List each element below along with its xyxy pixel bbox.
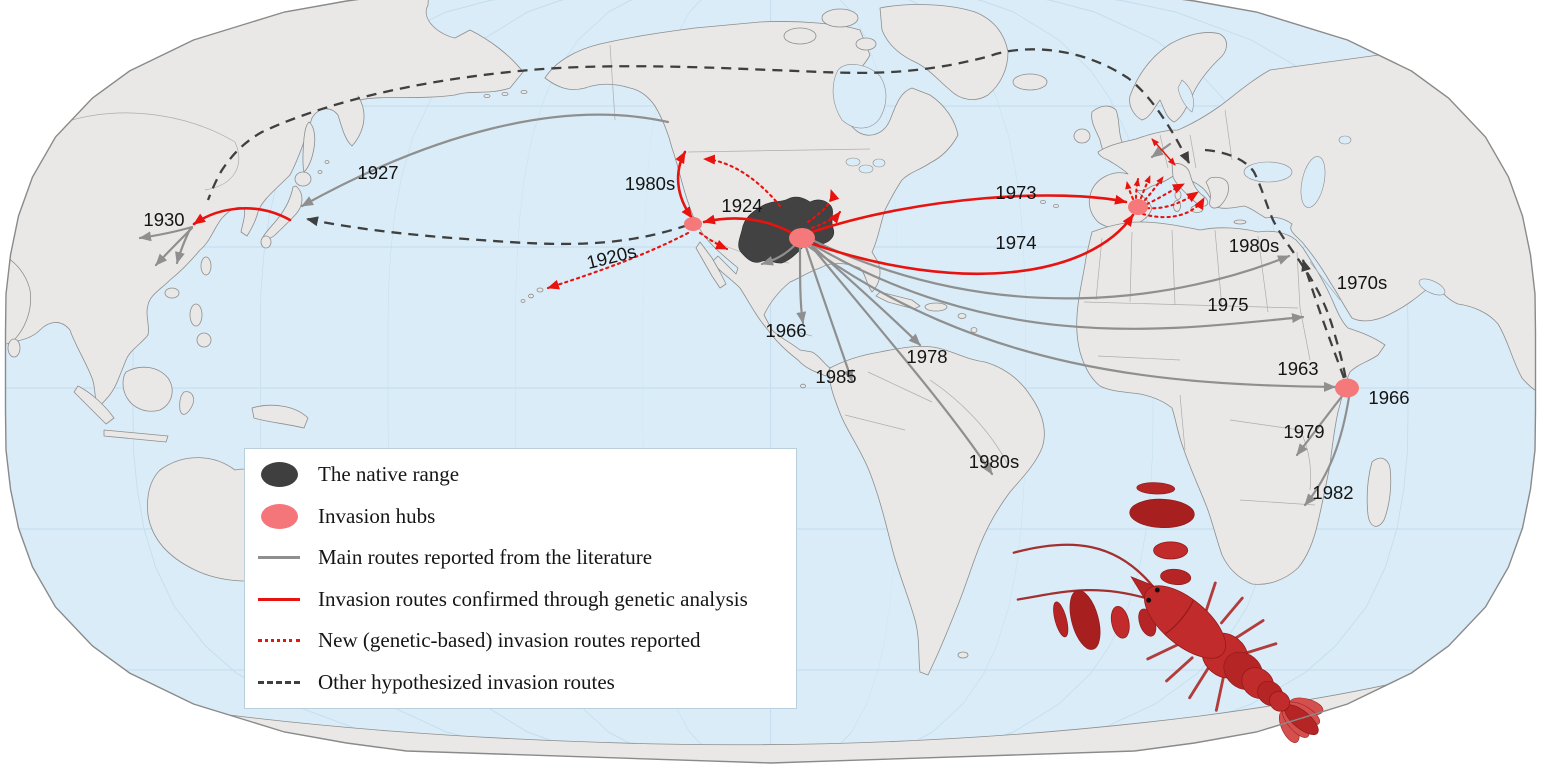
land-iceland xyxy=(1012,73,1048,91)
legend-item-hypothesized-routes: Other hypothesized invasion routes xyxy=(253,662,790,702)
crayfish-head xyxy=(1130,576,1226,659)
land-eurasia xyxy=(1088,29,1536,401)
legend-item-invasion-hubs: Invasion hubs xyxy=(253,496,790,536)
iberia-hub xyxy=(1128,199,1148,215)
aral-sea xyxy=(1338,135,1352,145)
land-antilles xyxy=(970,327,978,333)
year-label-1970s: 1970s xyxy=(1337,272,1387,293)
land-sri-lanka xyxy=(7,338,21,358)
land-philippines xyxy=(189,303,203,327)
land-hainan xyxy=(164,287,180,299)
land-falklands xyxy=(957,651,969,659)
caspian-sea xyxy=(1300,156,1326,208)
land-greenland xyxy=(879,4,1009,100)
red-dotted-swatch-icon xyxy=(253,639,305,643)
invasion-hubs xyxy=(684,199,1359,398)
crayfish-antenna xyxy=(1012,543,1158,592)
year-label-1980s-egypt: 1980s xyxy=(1229,235,1279,256)
island-dots xyxy=(317,90,1059,389)
legend-item-main-routes: Main routes reported from the literature xyxy=(253,538,790,578)
invasion-hub-swatch-icon xyxy=(253,503,305,529)
year-label-1978: 1978 xyxy=(906,346,947,367)
year-label-1927: 1927 xyxy=(357,162,398,183)
land-arctic-island xyxy=(783,27,817,45)
land-south-america xyxy=(829,345,1045,676)
red-line-swatch-icon xyxy=(253,597,305,601)
land-arctic-island xyxy=(821,8,859,28)
hudson-bay xyxy=(832,64,887,129)
great-lakes xyxy=(872,158,886,168)
legend-item-label: Invasion hubs xyxy=(318,503,436,528)
year-label-1930: 1930 xyxy=(143,209,184,230)
land-corsica xyxy=(1174,190,1182,200)
gray-line-swatch-icon xyxy=(253,556,305,560)
land-greece xyxy=(1205,176,1229,209)
year-label-1979: 1979 xyxy=(1283,421,1324,442)
land-borneo xyxy=(122,366,173,412)
land-taiwan xyxy=(200,256,212,276)
land-sulawesi xyxy=(179,391,194,415)
crayfish-claw-lower xyxy=(1053,590,1157,650)
legend-item-new-genetic-routes: New (genetic-based) invasion routes repo… xyxy=(253,621,790,661)
land-baja-california xyxy=(695,241,727,289)
dark-dashed-swatch-icon xyxy=(253,680,305,684)
year-label-1973: 1973 xyxy=(995,182,1036,203)
land-hokkaido xyxy=(294,171,312,187)
land-crete xyxy=(1233,219,1247,225)
land-kyushu xyxy=(260,235,272,249)
crayfish-eye xyxy=(1154,587,1160,593)
legend: The native range Invasion hubs Main rout… xyxy=(244,448,797,709)
year-label-1985: 1985 xyxy=(815,366,856,387)
year-label-1980s-west-coast: 1980s xyxy=(625,173,675,194)
legend-item-native-range: The native range xyxy=(253,455,790,495)
seas xyxy=(832,64,1446,296)
legend-item-genetic-routes: Invasion routes confirmed through geneti… xyxy=(253,579,790,619)
legend-item-label: New (genetic-based) invasion routes repo… xyxy=(318,628,701,653)
legend-item-label: Main routes reported from the literature xyxy=(318,545,653,570)
year-label-1963: 1963 xyxy=(1277,358,1318,379)
year-label-1966-central-america: 1966 xyxy=(765,320,806,341)
year-label-1982: 1982 xyxy=(1312,482,1353,503)
land-sumatra xyxy=(73,385,115,425)
land-arctic-island xyxy=(855,37,877,51)
legend-item-label: Invasion routes confirmed through geneti… xyxy=(318,586,748,611)
great-lakes xyxy=(845,157,861,167)
routes-main-literature xyxy=(138,113,1351,507)
california-hub xyxy=(684,217,702,231)
land-hispaniola xyxy=(924,302,948,312)
year-label-1924: 1924 xyxy=(721,195,762,216)
land-java xyxy=(103,429,169,443)
year-label-1966-east-africa: 1966 xyxy=(1368,387,1409,408)
routes-genetic-confirmed xyxy=(192,138,1176,276)
east-africa-hub xyxy=(1335,378,1359,398)
legend-item-label: Other hypothesized invasion routes xyxy=(318,669,615,694)
crayfish-claw-upper xyxy=(1129,482,1195,585)
native-range-swatch-icon xyxy=(253,462,305,488)
crayfish-legs xyxy=(1146,581,1278,712)
black-sea xyxy=(1243,161,1293,183)
crayfish-eye xyxy=(1146,597,1152,603)
land-madagascar xyxy=(1366,457,1392,527)
land-ireland xyxy=(1073,128,1091,144)
legend-item-label: The native range xyxy=(318,462,460,487)
baltic-sea xyxy=(1177,79,1194,113)
land-italy xyxy=(1171,163,1209,207)
southern-us-hub xyxy=(789,228,815,248)
land-new-guinea xyxy=(251,404,309,429)
year-label-1980s-brazil: 1980s xyxy=(969,451,1019,472)
land-antilles xyxy=(957,313,967,319)
crayfish-illustration xyxy=(1012,482,1324,743)
year-label-1975: 1975 xyxy=(1207,294,1248,315)
routes-new-genetic-dotted xyxy=(546,154,1206,290)
great-lakes xyxy=(858,164,874,174)
routes-hypothesized-dashed xyxy=(206,48,1348,381)
persian-gulf xyxy=(1418,278,1446,296)
land-philippines-south xyxy=(196,332,212,348)
year-label-1974: 1974 xyxy=(995,232,1036,253)
